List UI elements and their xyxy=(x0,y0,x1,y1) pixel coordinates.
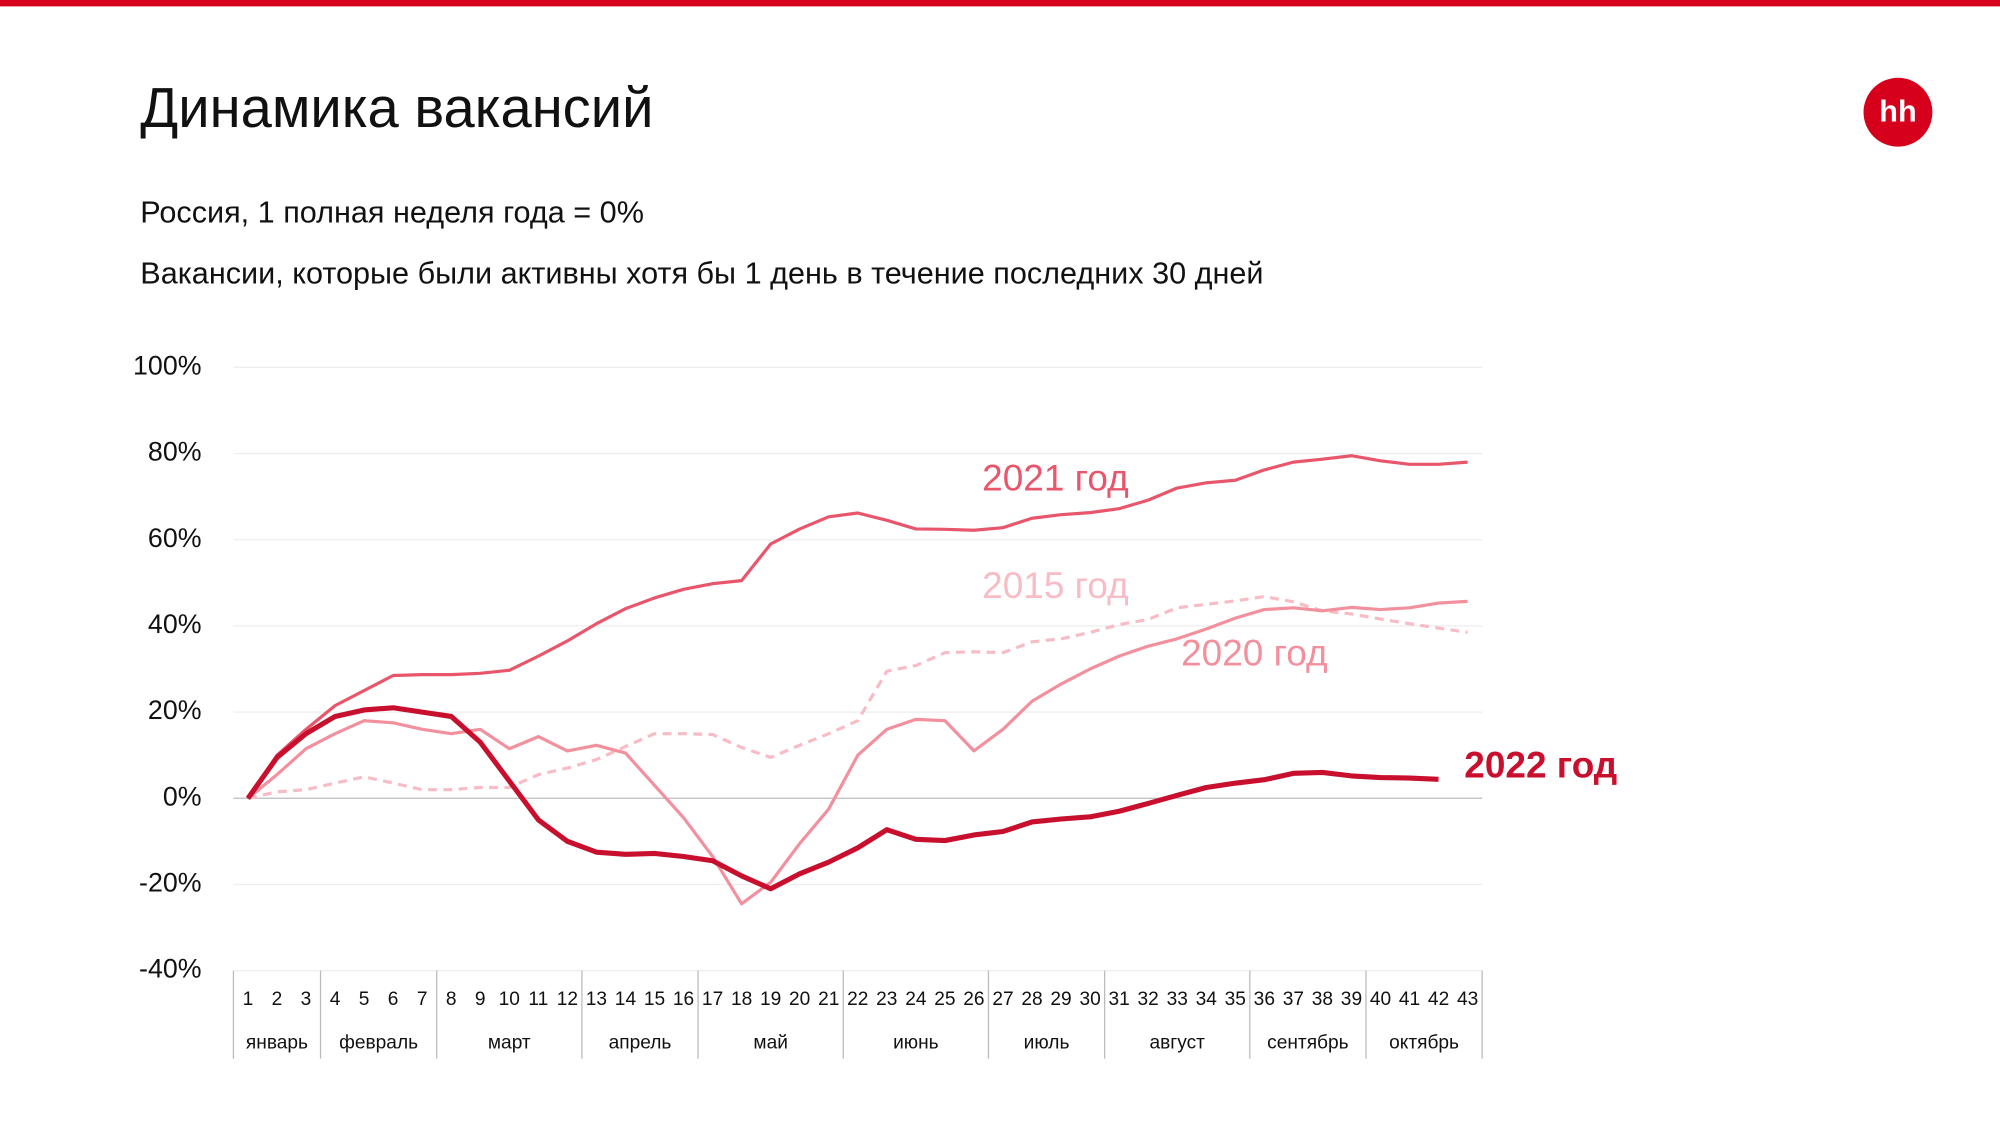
month-label: октябрь xyxy=(1389,1032,1459,1053)
x-tick-label: 36 xyxy=(1254,989,1275,1010)
x-tick-label: 4 xyxy=(330,989,341,1010)
x-tick-label: 32 xyxy=(1138,989,1159,1010)
x-tick-label: 17 xyxy=(702,989,723,1010)
month-label: июль xyxy=(1024,1032,1070,1053)
x-tick-label: 24 xyxy=(905,989,927,1010)
x-tick-label: 33 xyxy=(1167,989,1188,1010)
x-tick-label: 22 xyxy=(847,989,868,1010)
series-line xyxy=(246,599,1468,906)
logo-text: hh xyxy=(1879,95,1916,129)
x-tick-label: 7 xyxy=(417,989,428,1010)
x-tick-label: 34 xyxy=(1196,989,1218,1010)
x-tick-label: 10 xyxy=(499,989,520,1010)
x-tick-label: 16 xyxy=(673,989,694,1010)
x-tick-label: 11 xyxy=(528,989,548,1010)
x-tick-label: 5 xyxy=(359,989,370,1010)
x-tick-label: 21 xyxy=(818,989,839,1010)
x-tick-label: 40 xyxy=(1370,989,1391,1010)
x-tick-label: 27 xyxy=(992,989,1013,1010)
x-tick-label: 12 xyxy=(557,989,578,1010)
month-label: июнь xyxy=(893,1032,939,1053)
month-label: сентябрь xyxy=(1267,1032,1348,1053)
series-label: 2021 год xyxy=(982,458,1129,499)
series-line xyxy=(245,705,1439,892)
x-tick-label: 13 xyxy=(586,989,607,1010)
y-tick-label: 60% xyxy=(148,523,202,553)
y-tick-label: 20% xyxy=(148,695,202,725)
month-label: февраль xyxy=(339,1032,418,1053)
month-label: январь xyxy=(246,1032,308,1053)
series-label: 2022 год xyxy=(1464,745,1617,786)
title: Динамика вакансий xyxy=(140,76,653,139)
x-tick-label: 37 xyxy=(1283,989,1304,1010)
x-tick-label: 31 xyxy=(1109,989,1130,1010)
subtitle: Вакансии, которые были активны хотя бы 1… xyxy=(140,257,1263,291)
x-tick-label: 2 xyxy=(272,989,283,1010)
x-tick-label: 19 xyxy=(760,989,781,1010)
y-tick-label: 40% xyxy=(148,609,202,639)
y-tick-label: 80% xyxy=(148,437,202,467)
month-label: апрель xyxy=(609,1032,672,1053)
x-tick-label: 25 xyxy=(934,989,955,1010)
x-tick-label: 43 xyxy=(1457,989,1478,1010)
series-line xyxy=(246,454,1468,800)
x-tick-label: 26 xyxy=(963,989,984,1010)
x-tick-label: 3 xyxy=(301,989,312,1010)
x-tick-label: 8 xyxy=(446,989,457,1010)
x-tick-label: 1 xyxy=(243,989,254,1010)
series-label: 2020 год xyxy=(1181,632,1328,673)
y-tick-label: 100% xyxy=(133,350,201,380)
x-tick-label: 39 xyxy=(1341,989,1362,1010)
x-tick-label: 30 xyxy=(1079,989,1100,1010)
x-tick-label: 18 xyxy=(731,989,752,1010)
top-bar xyxy=(0,0,2000,7)
x-tick-label: 29 xyxy=(1050,989,1071,1010)
logo xyxy=(1863,77,1933,147)
series-label: 2015 год xyxy=(982,565,1129,606)
x-tick-label: 41 xyxy=(1399,989,1420,1010)
x-tick-label: 23 xyxy=(876,989,897,1010)
x-tick-label: 6 xyxy=(388,989,399,1010)
series-line xyxy=(247,594,1468,800)
subtitle: Россия, 1 полная неделя года = 0% xyxy=(140,195,644,229)
x-tick-label: 20 xyxy=(789,989,810,1010)
month-label: март xyxy=(488,1032,531,1053)
y-tick-label: -20% xyxy=(139,868,201,898)
y-tick-label: 0% xyxy=(163,781,202,811)
x-tick-label: 15 xyxy=(644,989,665,1010)
x-tick-label: 9 xyxy=(475,989,486,1010)
x-tick-label: 38 xyxy=(1312,989,1333,1010)
x-tick-label: 35 xyxy=(1225,989,1246,1010)
month-label: август xyxy=(1149,1032,1205,1053)
x-tick-label: 28 xyxy=(1021,989,1042,1010)
x-tick-label: 42 xyxy=(1428,989,1449,1010)
y-tick-label: -40% xyxy=(139,954,201,984)
month-label: май xyxy=(753,1032,787,1053)
x-tick-label: 14 xyxy=(615,989,637,1010)
